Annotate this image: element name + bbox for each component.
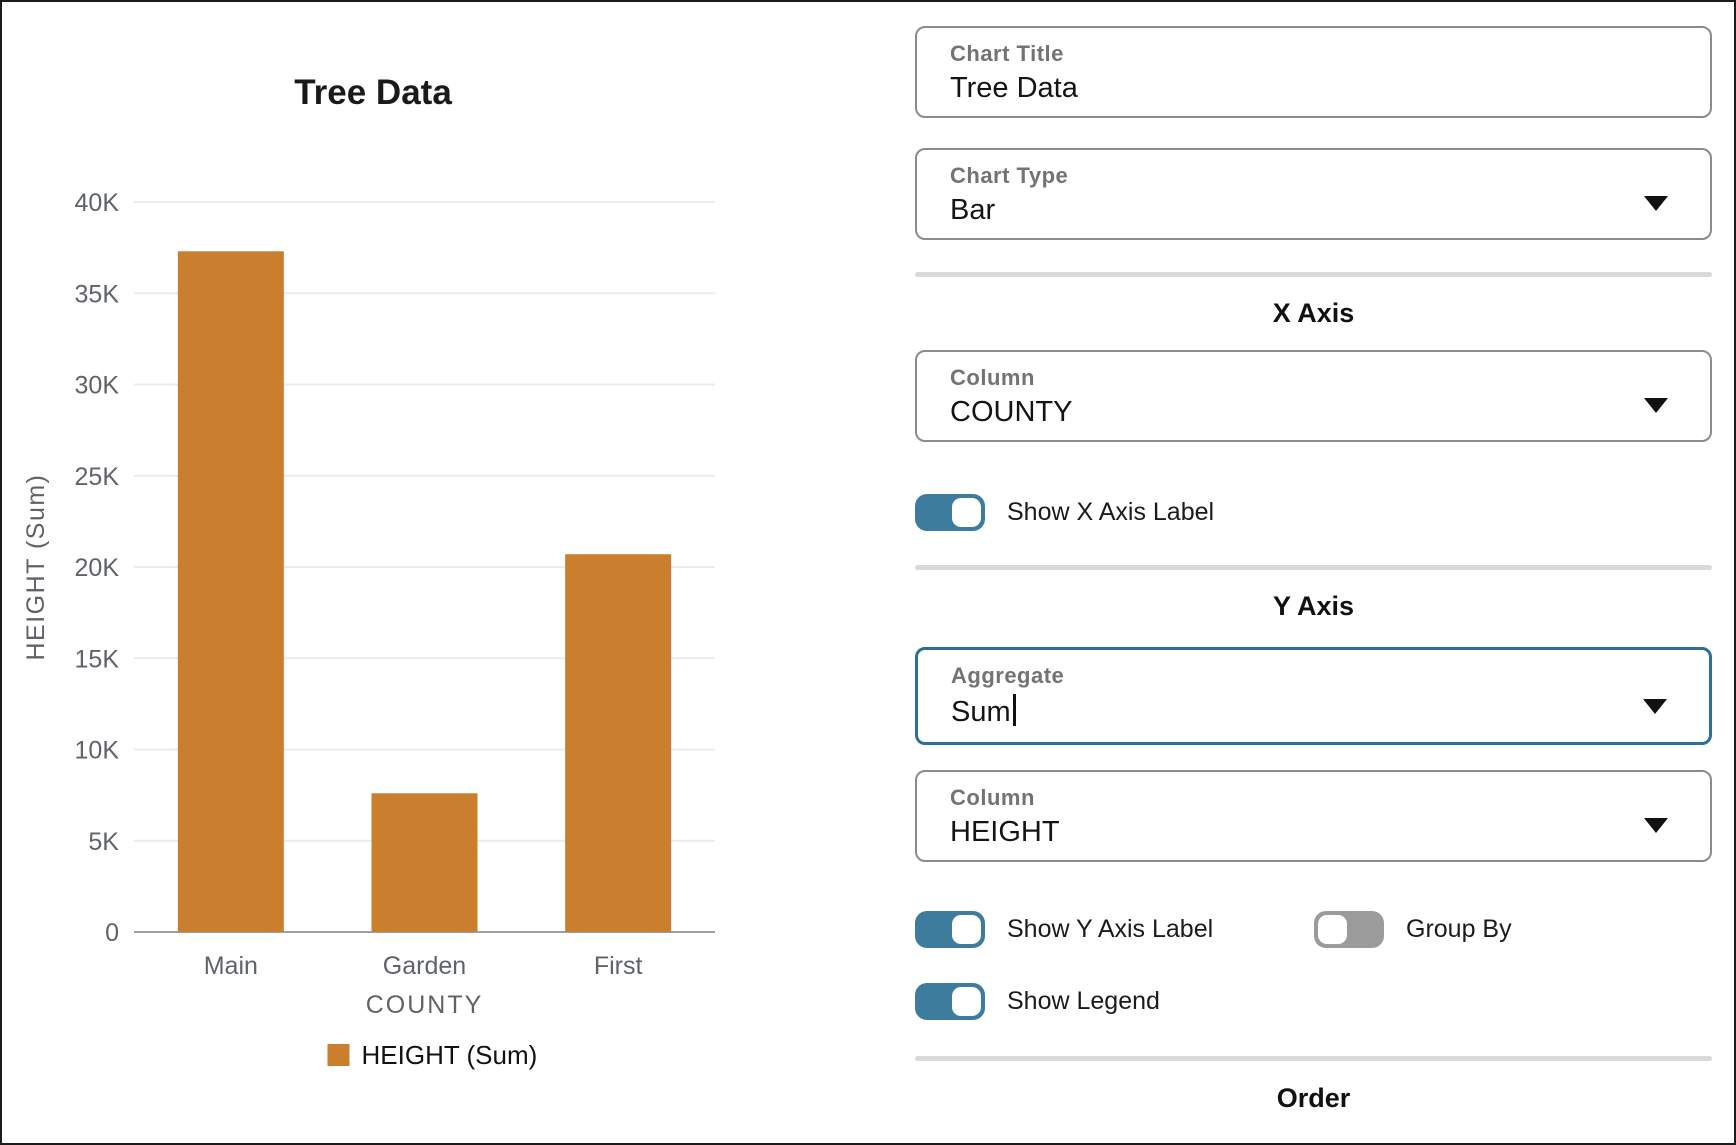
- y-tick-label: 10K: [75, 737, 120, 765]
- y-axis-aggregate-input[interactable]: Aggregate Sum: [915, 647, 1712, 745]
- y-axis-column-select[interactable]: Column HEIGHT: [915, 770, 1712, 862]
- x-tick-label: Garden: [383, 952, 466, 980]
- chevron-down-icon[interactable]: [1644, 818, 1668, 833]
- show-x-axis-label-row: Show X Axis Label: [915, 493, 1214, 531]
- show-legend-row: Show Legend: [915, 982, 1160, 1020]
- show-y-axis-label-toggle[interactable]: [915, 910, 985, 948]
- group-by-toggle[interactable]: [1314, 910, 1384, 948]
- y-tick-label: 35K: [75, 280, 120, 308]
- y-tick-label: 40K: [75, 189, 120, 217]
- chart-type-value: Bar: [950, 194, 996, 226]
- y-axis-title: HEIGHT (Sum): [22, 474, 50, 661]
- x-tick-label: Main: [204, 952, 258, 980]
- toggle-knob: [952, 914, 981, 944]
- x-axis-title: COUNTY: [366, 991, 484, 1019]
- chart-title-input[interactable]: Chart Title Tree Data: [915, 26, 1712, 118]
- chevron-down-icon[interactable]: [1644, 398, 1668, 413]
- bar-first: [565, 554, 672, 932]
- chart-title-text: Tree Data: [294, 73, 452, 112]
- y-tick-label: 0: [105, 919, 119, 947]
- y-column-label: Column: [950, 785, 1035, 810]
- y-tick-label: 5K: [88, 828, 119, 856]
- toggle-knob: [1318, 914, 1347, 944]
- y-column-value: HEIGHT: [950, 816, 1060, 848]
- group-by-text: Group By: [1406, 914, 1512, 943]
- show-x-axis-label-toggle[interactable]: [915, 493, 985, 531]
- y-tick-label: 15K: [75, 645, 120, 673]
- show-legend-toggle[interactable]: [915, 982, 985, 1020]
- show-legend-text: Show Legend: [1007, 986, 1160, 1015]
- group-by-row: Group By: [1314, 910, 1512, 948]
- x-column-label: Column: [950, 365, 1035, 390]
- show-y-axis-label-text: Show Y Axis Label: [1007, 914, 1214, 943]
- toggle-knob: [952, 497, 981, 527]
- chevron-down-icon[interactable]: [1643, 699, 1667, 714]
- chart-title-value: Tree Data: [950, 72, 1078, 104]
- section-divider: [915, 565, 1712, 570]
- y-tick-label: 25K: [75, 463, 120, 491]
- x-column-value: COUNTY: [950, 396, 1073, 428]
- bar-main: [177, 251, 284, 932]
- legend-label: HEIGHT (Sum): [362, 1040, 538, 1070]
- section-divider: [915, 1056, 1712, 1061]
- aggregate-label: Aggregate: [951, 663, 1065, 688]
- show-x-axis-label-text: Show X Axis Label: [1007, 497, 1215, 526]
- bar-chart: Tree Data 0 5K 10K 15K 20K 25K 30K 35K 40K Main Gar…: [22, 73, 715, 1070]
- order-heading: Order: [1276, 1083, 1351, 1113]
- x-axis-heading: X Axis: [1272, 298, 1355, 328]
- chart-type-select[interactable]: Chart Type Bar: [915, 148, 1712, 240]
- y-axis-heading: Y Axis: [1272, 591, 1355, 621]
- toggle-knob: [952, 986, 981, 1016]
- aggregate-value: Sum: [951, 694, 1016, 729]
- chevron-down-icon[interactable]: [1644, 196, 1668, 211]
- y-tick-label: 20K: [75, 554, 120, 582]
- legend-swatch: [327, 1044, 350, 1066]
- x-tick-label: First: [594, 952, 643, 980]
- show-y-axis-label-row: Show Y Axis Label: [915, 910, 1213, 948]
- chart-title-label: Chart Title: [950, 41, 1064, 66]
- text-cursor: [1012, 694, 1016, 726]
- chart-preview: Tree Data 0 5K 10K 15K 20K 25K 30K 35K 40K Main Gar…: [2, 2, 802, 1143]
- section-divider: [915, 272, 1712, 277]
- bar-garden: [371, 793, 478, 932]
- x-axis-column-select[interactable]: Column COUNTY: [915, 350, 1712, 442]
- chart-type-label: Chart Type: [950, 163, 1069, 188]
- y-tick-label: 30K: [75, 372, 120, 400]
